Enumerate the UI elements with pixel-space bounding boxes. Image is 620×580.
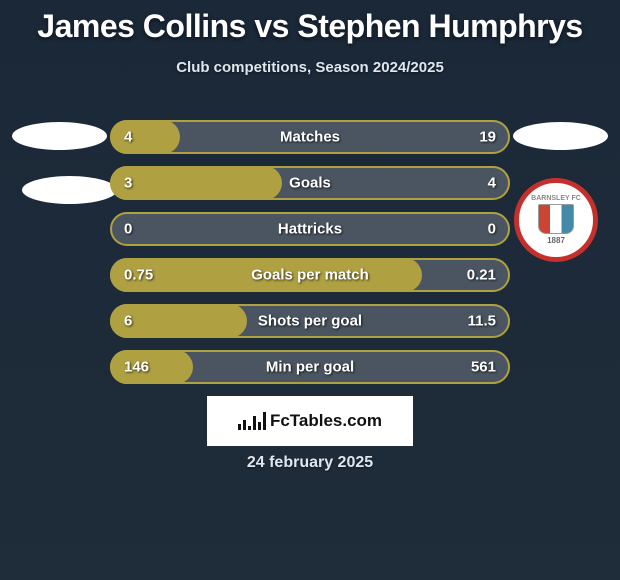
stat-value-right: 0.21: [467, 267, 496, 284]
stat-value-left: 3: [124, 175, 132, 192]
stat-value-left: 146: [124, 359, 149, 376]
stat-value-right: 19: [479, 129, 496, 146]
club-badge: BARNSLEY FC 1887: [514, 178, 598, 262]
chart-icon: [238, 412, 266, 430]
stat-row: Shots per goal6 11.5: [110, 304, 510, 338]
stat-label: Hattricks: [110, 221, 510, 238]
stat-value-left: 6: [124, 313, 132, 330]
player-left-photo-2: [22, 176, 117, 204]
stat-row: Goals per match0.75 0.21: [110, 258, 510, 292]
stats-bars: Matches419Goals34Hattricks00Goals per ma…: [110, 120, 510, 396]
stat-label: Shots per goal: [110, 313, 510, 330]
stat-value-left: 4: [124, 129, 132, 146]
badge-top-text: BARNSLEY FC: [531, 195, 581, 202]
subtitle: Club competitions, Season 2024/2025: [0, 59, 620, 76]
player-right-photo-1: [513, 122, 608, 150]
stat-value-right: 11.5: [468, 313, 496, 330]
brand-text: FcTables.com: [270, 411, 382, 431]
stat-value-left: 0: [124, 221, 132, 238]
stat-row: Hattricks0 0: [110, 212, 510, 246]
page-title: James Collins vs Stephen Humphrys: [0, 0, 620, 45]
badge-year: 1887: [547, 236, 565, 245]
stat-row: Matches4 19: [110, 120, 510, 154]
stat-value-right: 4: [488, 175, 496, 192]
footer-date: 24 february 2025: [0, 454, 620, 472]
stat-row: Goals3 4: [110, 166, 510, 200]
shield-icon: [538, 204, 574, 234]
stat-label: Goals: [110, 175, 510, 192]
stat-row: Min per goal146 561: [110, 350, 510, 384]
stat-label: Goals per match: [110, 267, 510, 284]
stat-value-left: 0.75: [124, 267, 153, 284]
stat-value-right: 561: [471, 359, 496, 376]
player-left-photo-1: [12, 122, 107, 150]
stat-value-right: 0: [488, 221, 496, 238]
brand-logo: FcTables.com: [207, 396, 413, 446]
stat-label: Matches: [110, 129, 510, 146]
stat-label: Min per goal: [110, 359, 510, 376]
